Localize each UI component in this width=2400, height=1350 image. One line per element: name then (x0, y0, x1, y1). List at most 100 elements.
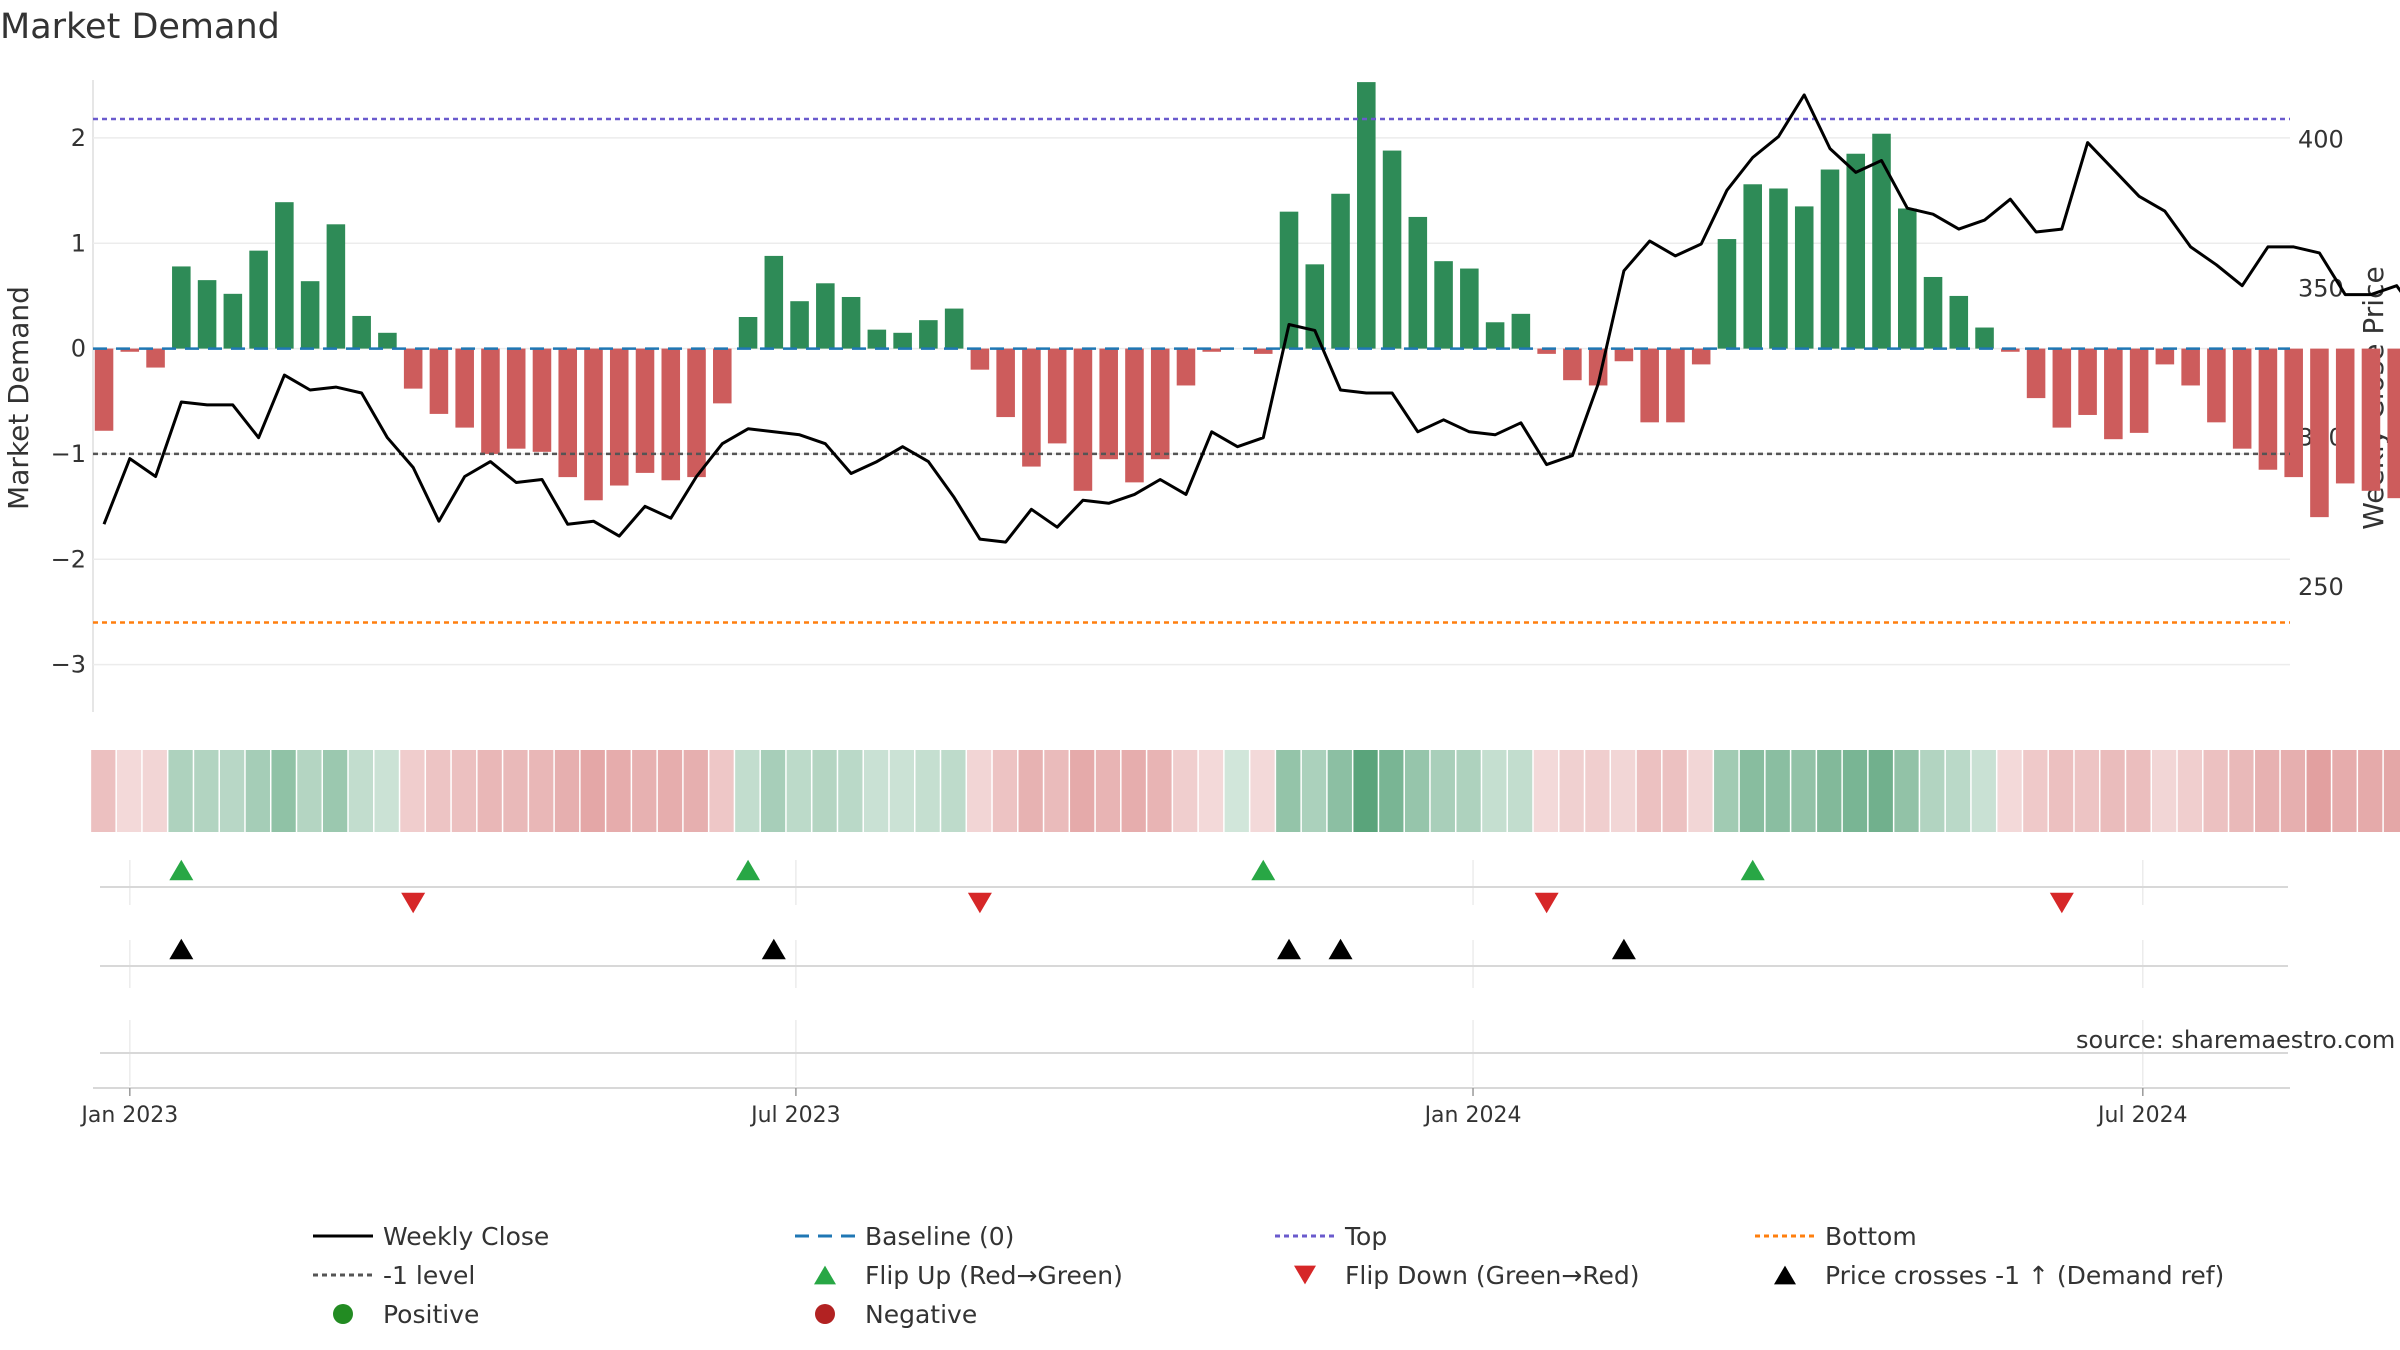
demand-bar (1949, 295, 1969, 349)
heatmap-cell (245, 750, 270, 832)
heatmap-cell (297, 750, 322, 832)
flip-up-marker (1740, 859, 1765, 881)
demand-bar (2001, 348, 2020, 352)
demand-bar (1640, 348, 1659, 423)
demand-bar (1022, 348, 1041, 467)
heatmap-cell (657, 750, 683, 832)
heatmap-cell (632, 750, 657, 832)
legend-item-baseline-line: Baseline (0) (795, 1222, 1014, 1251)
demand-bar (2026, 348, 2046, 399)
demand-bar (197, 280, 217, 349)
heatmap-cell (1353, 750, 1378, 832)
heatmap-cell (1714, 750, 1739, 832)
demand-bar (223, 293, 243, 349)
heatmap-cell (1276, 750, 1301, 832)
legend-item-bottom-line: Bottom (1755, 1222, 1917, 1251)
heatmap-cell (2203, 750, 2228, 832)
heatmap-cell (1868, 750, 1893, 832)
legend-item-flip-down-marker: Flip Down (Green→Red) (1294, 1261, 1640, 1290)
heatmap-cell (1739, 750, 1765, 832)
heatmap-cell (219, 750, 245, 832)
heatmap-cell (2306, 750, 2331, 832)
heatmap-cell (374, 750, 399, 832)
demand-bar (944, 308, 964, 349)
demand-bar (2104, 348, 2123, 440)
y-tick-label-left: −1 (51, 440, 86, 468)
cross-markers-panel (100, 938, 2288, 988)
demand-bar (120, 348, 140, 352)
heatmap-cell (2280, 750, 2306, 832)
demand-bar (2387, 348, 2400, 499)
heatmap-cell (967, 750, 992, 832)
demand-bar (1794, 206, 1814, 349)
y-axis-label-left: Market Demand (2, 286, 35, 510)
demand-bar (378, 332, 397, 349)
heatmap-cell (2074, 750, 2099, 832)
heatmap-cell (2023, 750, 2048, 832)
demand-bar (2052, 348, 2072, 428)
heatmap-cell (580, 750, 605, 832)
cross-marker (1328, 938, 1353, 960)
heatmap-cell (2126, 750, 2151, 832)
chart-title: Market Demand (0, 7, 280, 47)
demand-bar (1382, 150, 1402, 349)
demand-bar (172, 266, 191, 349)
demand-bar (300, 281, 320, 349)
heatmap-cell (1482, 750, 1507, 832)
legend-label: Bottom (1825, 1222, 1917, 1251)
legend-item-positive-dot: Positive (333, 1300, 479, 1329)
cross-marker (1277, 938, 1302, 960)
heatmap-cell (2229, 750, 2254, 832)
heatmap-cell (1765, 750, 1790, 832)
legend-swatch-cross (1774, 1265, 1796, 1285)
demand-bar (2258, 348, 2278, 470)
heatmap-cell (1791, 750, 1816, 832)
heatmap-cell (1198, 750, 1224, 832)
heatmap-cell (1379, 750, 1404, 832)
heatmap-cell (1611, 750, 1636, 832)
demand-bar (2181, 348, 2200, 386)
demand-bar (764, 255, 784, 349)
demand-bar (352, 315, 371, 349)
demand-bar (996, 348, 1015, 418)
heatmap-cell (477, 750, 502, 832)
demand-bar (249, 250, 268, 349)
cross-marker (1611, 938, 1636, 960)
y-tick-label-left: 0 (71, 335, 86, 363)
legend-label: Negative (865, 1300, 977, 1329)
demand-bar (1176, 348, 1196, 386)
demand-bar (2361, 348, 2381, 491)
y-tick-label-left: 2 (71, 124, 86, 152)
heatmap-cell (2383, 750, 2400, 832)
demand-bar (2155, 348, 2175, 365)
heatmap-cell (554, 750, 580, 832)
demand-bar (1769, 188, 1788, 349)
demand-bar (2232, 348, 2252, 449)
demand-bar (1743, 184, 1762, 349)
heatmap-cell (1817, 750, 1842, 832)
heatmap-cell (1533, 750, 1559, 832)
flip-markers-panel (100, 859, 2288, 914)
demand-bar (970, 348, 990, 370)
demand-bar (1460, 268, 1479, 349)
heatmap-cell (812, 750, 837, 832)
heatmap-cell (1121, 750, 1146, 832)
heatmap-cell (915, 750, 940, 832)
heatmap-cell (1585, 750, 1610, 832)
demand-bar (584, 348, 603, 501)
legend-swatch-flip-down (1294, 1265, 1316, 1285)
legend-item-top-line: Top (1275, 1222, 1387, 1251)
flip-down-marker (401, 892, 426, 914)
flip-down-marker (1534, 892, 1559, 914)
flip-down-marker (2049, 892, 2074, 914)
heatmap-cell (168, 750, 193, 832)
demand-bar (1073, 348, 1093, 491)
legend-label: Positive (383, 1300, 479, 1329)
legend-label: -1 level (383, 1261, 475, 1290)
flip-up-marker (736, 859, 761, 881)
heatmap-cell (2255, 750, 2280, 832)
demand-bar (94, 348, 114, 431)
demand-bar (919, 320, 938, 349)
demand-bar (816, 283, 835, 349)
